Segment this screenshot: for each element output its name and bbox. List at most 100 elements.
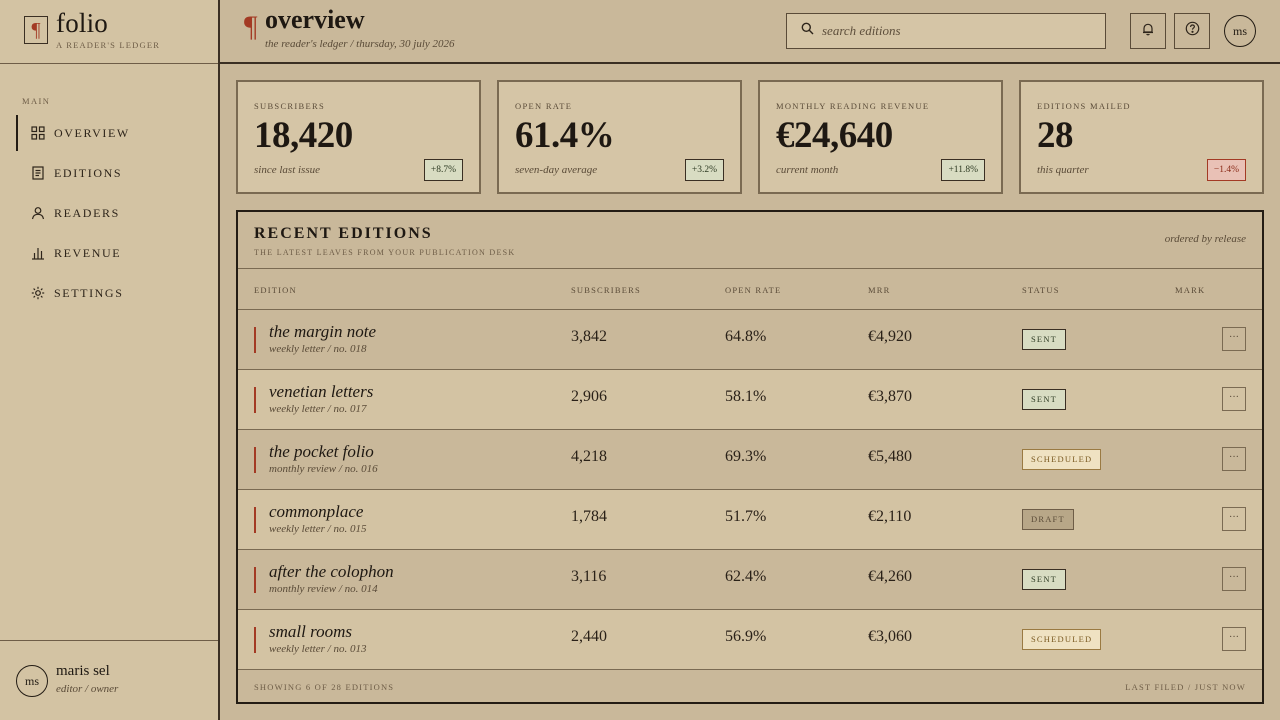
table-header: Recent editions The latest leaves from y… — [238, 212, 1262, 269]
open-rate-cell: 62.4% — [725, 568, 767, 585]
more-options-button[interactable]: ··· — [1222, 507, 1246, 531]
bell-icon — [1141, 22, 1155, 41]
help-button[interactable] — [1174, 13, 1210, 49]
edition-meta: weekly letter / no. 013 — [269, 643, 367, 655]
sidebar-item-readers[interactable]: Readers — [0, 195, 218, 231]
edition-name[interactable]: the pocket folio — [269, 442, 374, 461]
sidebar-item-revenue[interactable]: Revenue — [0, 235, 218, 271]
search-input[interactable] — [822, 23, 1092, 39]
sort-note[interactable]: ordered by release — [1164, 233, 1246, 245]
edition-name[interactable]: the margin note — [269, 322, 377, 341]
more-options-button[interactable]: ··· — [1222, 387, 1246, 411]
more-options-button[interactable]: ··· — [1222, 327, 1246, 351]
brand-name: folio — [56, 8, 108, 38]
table-row[interactable]: the margin note weekly letter / no. 018 … — [238, 310, 1262, 370]
stat-label: Subscribers — [254, 101, 325, 111]
edition-meta: weekly letter / no. 015 — [269, 523, 367, 535]
more-options-button[interactable]: ··· — [1222, 447, 1246, 471]
column-header-mark: Mark — [1175, 285, 1206, 295]
user-avatar[interactable]: ms — [16, 665, 48, 697]
open-rate-cell: 64.8% — [725, 328, 767, 345]
table-footer-status: Last filed / just now — [1125, 682, 1246, 692]
sidebar-item-editions[interactable]: Editions — [0, 155, 218, 191]
column-header-edition[interactable]: Edition — [254, 285, 297, 295]
table-title: Recent editions — [254, 225, 433, 242]
column-header-open-rate[interactable]: Open rate — [725, 285, 782, 295]
row-accent — [254, 567, 256, 593]
delta-badge: +11.8% — [941, 159, 985, 181]
edition-name[interactable]: venetian letters — [269, 382, 374, 401]
notifications-button[interactable] — [1130, 13, 1166, 49]
edition-meta: weekly letter / no. 017 — [269, 403, 367, 415]
brand[interactable]: ¶ folio A reader's ledger — [24, 8, 214, 64]
sidebar-nav: Overview Editions Readers Revenue Settin… — [0, 115, 218, 315]
row-accent — [254, 387, 256, 413]
grid-icon — [30, 125, 46, 141]
column-header-mrr[interactable]: MRR — [868, 285, 891, 295]
column-header-status[interactable]: Status — [1022, 285, 1060, 295]
sidebar-item-label: Settings — [54, 285, 124, 300]
stat-label: Open rate — [515, 101, 573, 111]
document-icon — [30, 165, 46, 181]
sidebar-item-label: Editions — [54, 165, 123, 180]
mrr-cell: €5,480 — [868, 448, 912, 465]
mrr-cell: €2,110 — [868, 508, 912, 525]
status-badge: Sent — [1022, 569, 1067, 590]
subscribers-cell: 3,116 — [571, 568, 607, 585]
table-row[interactable]: the pocket folio monthly review / no. 01… — [238, 430, 1262, 490]
page-subtitle: the reader's ledger / thursday, 30 july … — [265, 38, 455, 50]
stat-card-revenue: Monthly reading revenue €24,640 current … — [758, 80, 1003, 194]
stat-note: this quarter — [1037, 164, 1089, 176]
sidebar-item-label: Revenue — [54, 245, 122, 260]
sidebar-item-settings[interactable]: Settings — [0, 275, 218, 311]
mrr-cell: €3,060 — [868, 628, 912, 645]
table-row[interactable]: small rooms weekly letter / no. 013 2,44… — [238, 610, 1262, 670]
column-headers: Edition Subscribers Open rate MRR Status… — [238, 269, 1262, 310]
bar-chart-icon — [30, 245, 46, 261]
table-row[interactable]: commonplace weekly letter / no. 015 1,78… — [238, 490, 1262, 550]
mrr-cell: €3,870 — [868, 388, 912, 405]
more-options-button[interactable]: ··· — [1222, 567, 1246, 591]
row-accent — [254, 627, 256, 653]
mrr-cell: €4,260 — [868, 568, 912, 585]
person-icon — [30, 205, 46, 221]
help-icon — [1185, 21, 1200, 41]
stat-card-subscribers: Subscribers 18,420 since last issue +8.7… — [236, 80, 481, 194]
stat-note: seven-day average — [515, 164, 598, 176]
column-header-subscribers[interactable]: Subscribers — [571, 285, 641, 295]
row-accent — [254, 327, 256, 353]
recent-editions-table: Recent editions The latest leaves from y… — [236, 210, 1264, 704]
row-accent — [254, 447, 256, 473]
row-accent — [254, 507, 256, 533]
stat-note: since last issue — [254, 164, 320, 176]
subscribers-cell: 4,218 — [571, 448, 607, 465]
stat-label: Editions mailed — [1037, 101, 1131, 111]
table-body: the margin note weekly letter / no. 018 … — [238, 310, 1262, 670]
more-options-button[interactable]: ··· — [1222, 627, 1246, 651]
status-badge: Sent — [1022, 329, 1067, 350]
edition-name[interactable]: commonplace — [269, 502, 364, 521]
delta-badge: +8.7% — [423, 159, 463, 181]
sidebar-divider — [0, 640, 218, 641]
table-row[interactable]: venetian letters weekly letter / no. 017… — [238, 370, 1262, 430]
open-rate-cell: 51.7% — [725, 508, 767, 525]
mrr-cell: €4,920 — [868, 328, 912, 345]
sidebar-divider — [0, 63, 218, 64]
sidebar-item-label: Readers — [54, 205, 120, 220]
table-row[interactable]: after the colophon monthly review / no. … — [238, 550, 1262, 610]
sidebar-item-overview[interactable]: Overview — [0, 115, 218, 151]
subscribers-cell: 1,784 — [571, 508, 607, 525]
status-badge: Draft — [1022, 509, 1074, 530]
status-badge: Sent — [1022, 389, 1067, 410]
user-avatar[interactable]: ms — [1224, 15, 1256, 47]
table-subtitle: The latest leaves from your publication … — [254, 248, 516, 257]
page-title: overview — [265, 5, 365, 34]
search-box[interactable] — [786, 13, 1106, 49]
stat-value: €24,640 — [776, 115, 893, 156]
subscribers-cell: 3,842 — [571, 328, 607, 345]
stat-label: Monthly reading revenue — [776, 101, 930, 111]
user-name: maris sel — [56, 663, 110, 679]
edition-name[interactable]: after the colophon — [269, 562, 394, 581]
edition-name[interactable]: small rooms — [269, 622, 352, 641]
status-badge: Scheduled — [1022, 449, 1102, 470]
